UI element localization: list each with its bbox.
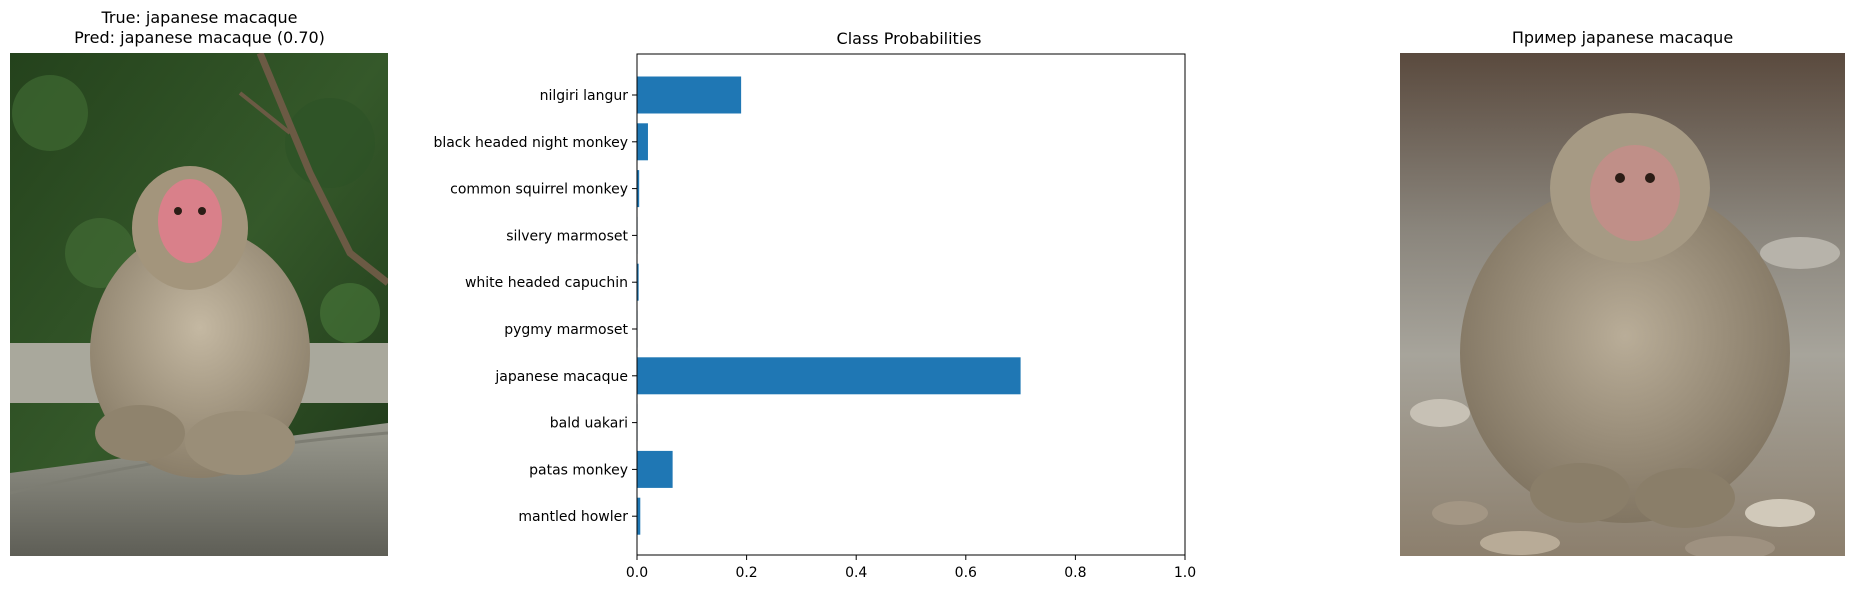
y-tick-label: bald uakari — [550, 416, 628, 432]
x-tick-label: 0.4 — [845, 565, 867, 581]
example-title: Пример japanese macaque — [1511, 28, 1734, 47]
bar-mantled-howler — [637, 497, 641, 535]
y-tick-label: japanese macaque — [494, 369, 628, 385]
y-tick-label: white headed capuchin — [465, 275, 628, 291]
bar-patas-monkey — [637, 450, 673, 488]
query-image — [10, 53, 388, 556]
y-tick-label: patas monkey — [529, 462, 628, 478]
bar-common-squirrel-monkey — [637, 170, 640, 208]
x-tick-label: 1.0 — [1174, 565, 1196, 581]
y-tick-label: nilgiri langur — [540, 88, 629, 104]
true-label: True: japanese macaque — [101, 8, 298, 27]
y-tick-label: silvery marmoset — [506, 228, 628, 244]
plot-frame — [636, 53, 1186, 556]
pred-label: Pred: japanese macaque (0.70) — [74, 28, 325, 47]
bar-black-headed-night-monkey — [637, 123, 648, 161]
chart-title: Class Probabilities — [837, 29, 982, 48]
bar-japanese-macaque — [637, 357, 1021, 395]
y-tick-label: common squirrel monkey — [450, 182, 628, 198]
x-tick-label: 0.6 — [955, 565, 977, 581]
x-tick-label: 0.2 — [735, 565, 757, 581]
example-image — [1400, 53, 1845, 556]
x-tick-label: 0.0 — [626, 565, 648, 581]
bar-white-headed-capuchin — [637, 263, 639, 301]
y-tick-label: pygmy marmoset — [504, 322, 628, 338]
x-tick-label: 0.8 — [1064, 565, 1086, 581]
y-tick-label: mantled howler — [518, 509, 628, 525]
y-tick-label: black headed night monkey — [433, 135, 628, 151]
bar-nilgiri-langur — [637, 76, 742, 114]
left-panel-title: True: japanese macaque Pred: japanese ma… — [10, 8, 389, 48]
